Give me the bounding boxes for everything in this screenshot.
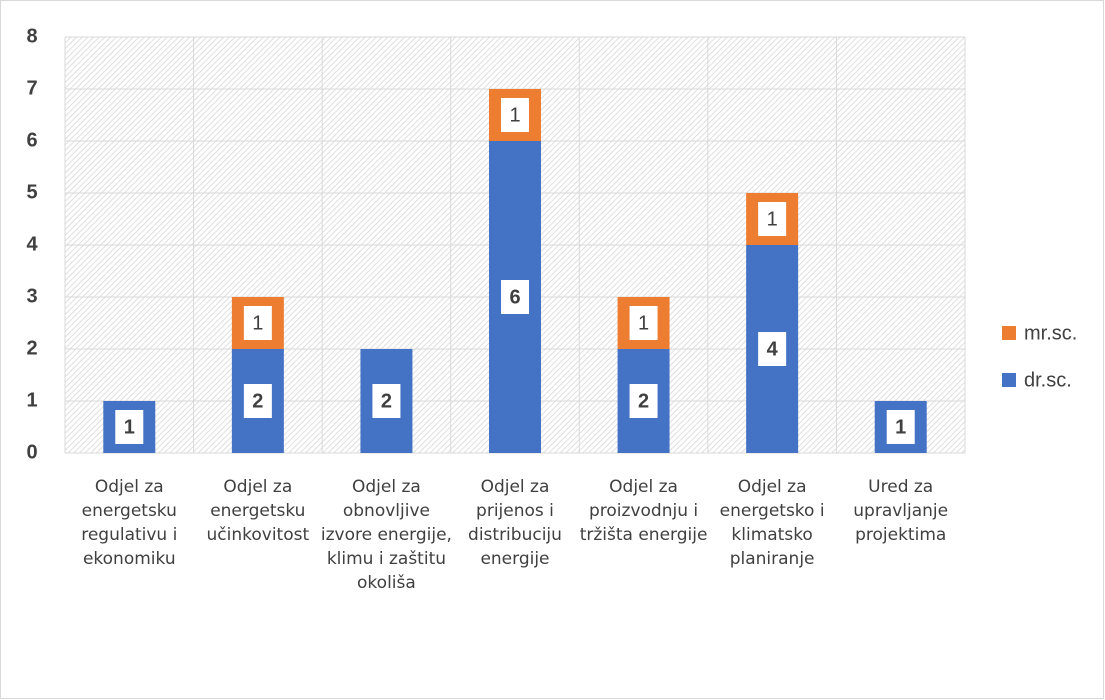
y-tick-label: 6 (26, 129, 37, 151)
data-label: 4 (767, 338, 779, 360)
y-tick-label: 7 (26, 77, 37, 99)
data-label-box (886, 410, 915, 444)
legend-label: mr.sc. (1024, 322, 1077, 344)
data-label: 1 (252, 312, 263, 334)
data-label: 1 (895, 416, 906, 438)
y-tick-label: 0 (26, 441, 37, 463)
x-tick-label-box: Odjel za proizvodnju i tržišta energije (579, 477, 708, 545)
data-label: 2 (381, 390, 392, 412)
data-label: 1 (509, 104, 520, 126)
y-tick-label: 4 (26, 233, 38, 255)
x-tick-label-box: Odjel za obnovljive izvore energije, kli… (320, 477, 452, 593)
y-tick-label: 2 (26, 337, 37, 359)
x-tick-label: Odjel za energetsku učinkovitost (206, 477, 310, 545)
x-tick-label-box: Odjel za energetsku regulativu i ekonomi… (81, 477, 178, 569)
data-label: 1 (124, 416, 135, 438)
x-tick-label: Odjel za energetsku regulativu i ekonomi… (81, 477, 178, 569)
x-tick-label: Odjel za prijenos i distribuciju energij… (468, 477, 562, 569)
data-label-box (243, 384, 272, 418)
data-label-box (501, 280, 529, 314)
data-label: 2 (638, 390, 649, 412)
data-label-box (758, 202, 787, 236)
legend-swatch (1002, 326, 1016, 340)
data-label-box (629, 384, 658, 418)
legend-label: dr.sc. (1024, 369, 1072, 391)
data-label-box (758, 332, 787, 366)
x-tick-label-box: Ured za upravljanje projektima (853, 477, 949, 545)
y-tick-label: 8 (26, 25, 37, 47)
data-label-box (372, 384, 401, 418)
x-tick-label-box: Odjel za energetsku učinkovitost (206, 477, 310, 545)
data-label: 1 (767, 208, 778, 230)
x-tick-label: Odjel za proizvodnju i tržišta energije (579, 477, 708, 545)
y-tick-label: 5 (26, 181, 37, 203)
x-tick-label: Ured za upravljanje projektima (853, 477, 949, 545)
y-tick-label: 3 (26, 285, 37, 307)
data-label-box (629, 306, 658, 340)
data-label: 1 (638, 312, 649, 334)
x-tick-label: Odjel za obnovljive izvore energije, kli… (320, 477, 452, 593)
data-label: 6 (509, 286, 520, 308)
data-label-box (501, 98, 529, 132)
x-tick-label: Odjel za energetsko i klimatsko planiran… (719, 477, 825, 569)
data-label: 2 (252, 390, 263, 412)
data-label-box (243, 306, 272, 340)
x-tick-label-box: Odjel za prijenos i distribuciju energij… (468, 477, 562, 569)
data-label-box (115, 410, 144, 444)
x-tick-label-box: Odjel za energetsko i klimatsko planiran… (719, 477, 825, 569)
y-tick-label: 1 (26, 389, 37, 411)
legend-swatch (1002, 373, 1016, 387)
